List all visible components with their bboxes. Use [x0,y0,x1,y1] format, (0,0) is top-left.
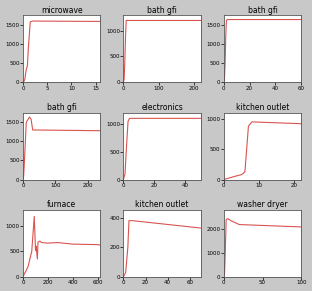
Title: kitchen outlet: kitchen outlet [236,103,289,112]
Title: bath gfi: bath gfi [247,6,277,15]
Title: washer dryer: washer dryer [237,200,288,210]
Title: microwave: microwave [41,6,83,15]
Title: furnace: furnace [47,200,76,210]
Title: kitchen outlet: kitchen outlet [135,200,189,210]
Title: electronics: electronics [141,103,183,112]
Title: bath gfi: bath gfi [147,6,177,15]
Title: bath gfi: bath gfi [47,103,77,112]
